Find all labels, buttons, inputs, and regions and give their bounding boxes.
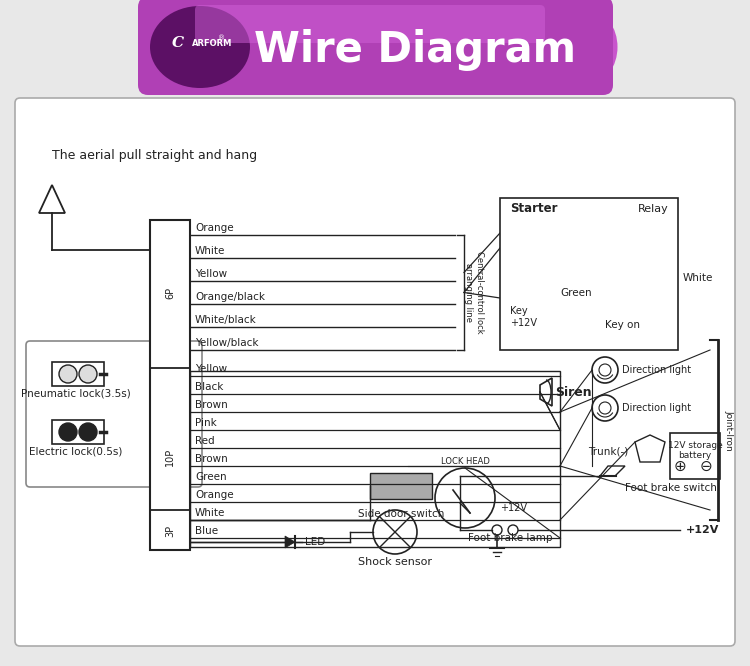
Text: Green: Green [195, 472, 226, 482]
Text: Yellow/black: Yellow/black [195, 338, 259, 348]
Text: The aerial pull straight and hang: The aerial pull straight and hang [52, 149, 257, 161]
Text: Orange: Orange [195, 490, 234, 500]
Text: White/black: White/black [195, 315, 256, 325]
Text: Green: Green [560, 288, 592, 298]
Circle shape [59, 365, 77, 383]
Text: Blue: Blue [195, 526, 218, 536]
Text: Foot brake switch: Foot brake switch [625, 483, 717, 493]
Text: ®: ® [218, 35, 226, 41]
Text: Joint-Iron: Joint-Iron [724, 410, 733, 450]
Text: Yellow: Yellow [195, 364, 227, 374]
Bar [515, 228, 535, 248]
Text: Side door switch: Side door switch [358, 509, 444, 519]
Text: White: White [195, 246, 225, 256]
Text: 6P: 6P [165, 286, 175, 298]
Text: Orange: Orange [195, 223, 234, 233]
Text: Trunk(-): Trunk(-) [588, 447, 628, 457]
Text: Key
+12V: Key +12V [510, 306, 537, 328]
Text: Shock sensor: Shock sensor [358, 557, 432, 567]
Text: ARFORM: ARFORM [192, 39, 232, 47]
Circle shape [59, 423, 77, 441]
Text: Wire Diagram: Wire Diagram [254, 29, 576, 71]
Text: Electric lock(0.5s): Electric lock(0.5s) [29, 447, 123, 457]
Polygon shape [285, 536, 295, 548]
Circle shape [79, 365, 97, 383]
Bar [52, 420, 104, 444]
Text: Red: Red [195, 436, 214, 446]
Text: +12V: +12V [686, 525, 719, 535]
Text: Brown: Brown [195, 400, 228, 410]
Text: Relay: Relay [638, 204, 669, 214]
Text: 10P: 10P [165, 448, 175, 466]
Text: White: White [195, 508, 225, 518]
Bar [670, 433, 720, 479]
Ellipse shape [562, 11, 617, 83]
Text: LOCK HEAD: LOCK HEAD [440, 457, 490, 466]
Text: 3P: 3P [165, 525, 175, 537]
Bar [500, 198, 678, 350]
Bar [52, 362, 104, 386]
Text: Central-control lock
arranging line: Central-control lock arranging line [464, 251, 484, 334]
Text: ⊕: ⊕ [674, 458, 686, 474]
FancyBboxPatch shape [138, 0, 613, 95]
Bar [150, 220, 190, 550]
Text: ⊖: ⊖ [700, 458, 712, 474]
Text: Foot brake lamp: Foot brake lamp [468, 533, 552, 543]
Ellipse shape [150, 6, 250, 88]
Text: Direction light: Direction light [622, 403, 692, 413]
Text: 12V storage
battery: 12V storage battery [668, 441, 722, 460]
Text: Brown: Brown [195, 454, 228, 464]
Text: Pneumatic lock(3.5s): Pneumatic lock(3.5s) [21, 389, 130, 399]
Text: White: White [683, 273, 713, 283]
Text: Starter: Starter [510, 202, 557, 215]
Circle shape [79, 423, 97, 441]
Text: Siren: Siren [555, 386, 592, 398]
Text: LED: LED [305, 537, 326, 547]
FancyBboxPatch shape [195, 5, 545, 43]
Text: Pink: Pink [195, 418, 217, 428]
Bar [370, 473, 432, 499]
Bar [190, 371, 560, 547]
Text: C: C [172, 36, 184, 50]
FancyBboxPatch shape [15, 98, 735, 646]
Text: +12V: +12V [500, 503, 527, 513]
Text: Yellow: Yellow [195, 269, 227, 279]
Text: Key on: Key on [605, 320, 640, 330]
Text: Direction light: Direction light [622, 365, 692, 375]
Text: Orange/black: Orange/black [195, 292, 265, 302]
Text: Black: Black [195, 382, 223, 392]
